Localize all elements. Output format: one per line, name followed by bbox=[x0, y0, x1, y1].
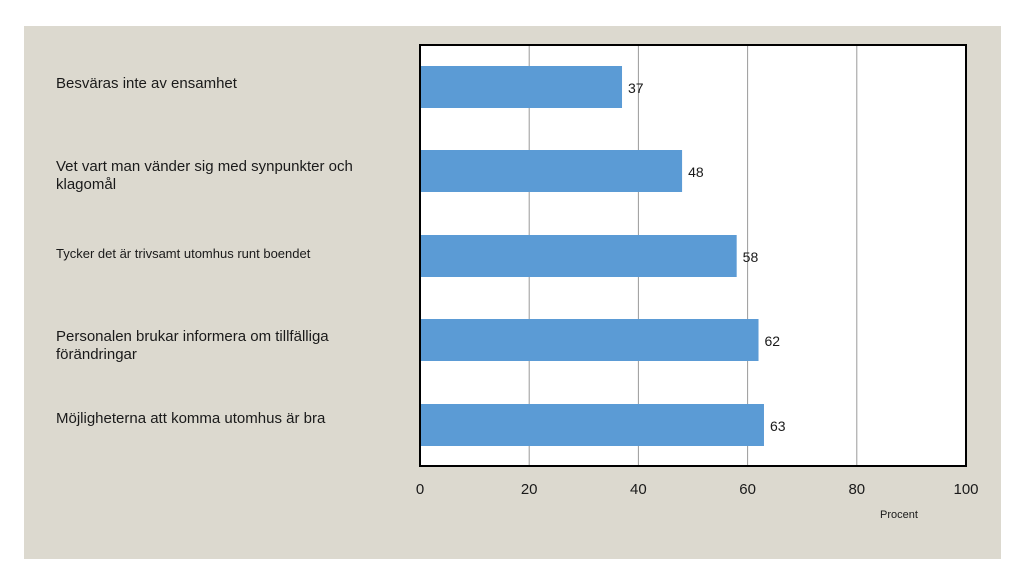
data-label-4: 62 bbox=[765, 333, 781, 349]
category-label-2: Vet vart man vänder sig med synpunkter o… bbox=[56, 158, 353, 193]
bar-1 bbox=[420, 66, 623, 108]
data-label-2: 48 bbox=[688, 164, 704, 180]
x-axis-title: Procent bbox=[880, 509, 918, 521]
bar-2 bbox=[420, 150, 683, 192]
category-label-3: Tycker det är trivsamt utomhus runt boen… bbox=[56, 246, 311, 261]
x-tick-label-60: 60 bbox=[739, 481, 756, 498]
x-tick-label-100: 100 bbox=[953, 481, 978, 498]
category-label-1: Besväras inte av ensamhet bbox=[56, 75, 237, 92]
category-label-5: Möjligheterna att komma utomhus är bra bbox=[56, 410, 326, 427]
x-tick-label-80: 80 bbox=[848, 481, 865, 498]
bar-5 bbox=[420, 404, 764, 446]
x-tick-label-0: 0 bbox=[416, 481, 424, 498]
plot-border bbox=[419, 44, 967, 467]
bar-4 bbox=[420, 319, 759, 361]
x-tick-label-40: 40 bbox=[630, 481, 647, 498]
category-label-4: Personalen brukar informera om tillfälli… bbox=[56, 328, 329, 363]
bar-3 bbox=[420, 235, 737, 277]
data-label-3: 58 bbox=[743, 249, 759, 265]
data-label-1: 37 bbox=[628, 80, 644, 96]
x-tick-label-20: 20 bbox=[521, 481, 538, 498]
data-label-5: 63 bbox=[770, 418, 786, 434]
